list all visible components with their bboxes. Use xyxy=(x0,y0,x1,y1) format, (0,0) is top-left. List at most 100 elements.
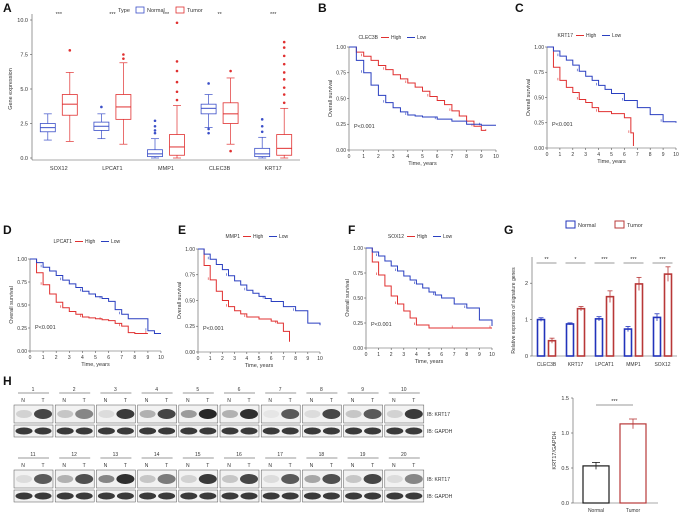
outlier-point xyxy=(229,69,232,73)
y-tick-label: 0.75 xyxy=(534,70,544,76)
lane-n-label: N xyxy=(145,398,149,404)
band-gapdh-tumor xyxy=(405,427,423,435)
outlier-point xyxy=(282,78,286,81)
x-tick-label: 0 xyxy=(197,356,200,362)
band-krt17-tumor xyxy=(240,409,258,419)
lane-number: 6 xyxy=(238,387,241,393)
band-krt17-normal xyxy=(16,475,32,483)
legend-swatch-tumor xyxy=(614,220,625,229)
x-tick-label: MMP1 xyxy=(158,166,174,172)
bar-normal xyxy=(565,323,575,357)
band-krt17-normal xyxy=(345,475,362,483)
x-tick-label: SOX12 xyxy=(50,166,68,172)
band-gapdh-normal xyxy=(56,427,74,435)
y-tick-label: 0.50 xyxy=(353,296,363,302)
x-tick-label: 8 xyxy=(649,152,652,158)
y-tick-label: 0.50 xyxy=(185,298,195,304)
y-tick-label: 7.5 xyxy=(20,53,28,59)
lane-n-label: N xyxy=(351,463,355,469)
band-krt17-tumor xyxy=(157,474,176,484)
x-tick-label: 4 xyxy=(415,352,418,358)
y-axis-label: Overall survival xyxy=(328,80,334,118)
band-krt17-normal xyxy=(16,410,32,418)
panel-label-c: C xyxy=(515,1,524,15)
lane-number: 2 xyxy=(73,387,76,393)
lane-t-label: T xyxy=(371,398,374,404)
box-tumor xyxy=(276,134,293,156)
x-tick-label: 5 xyxy=(610,152,613,158)
band-krt17-tumor xyxy=(281,474,300,484)
significance-label: ** xyxy=(544,257,549,263)
y-tick-label: 5.0 xyxy=(20,87,28,93)
y-tick-label: 0.75 xyxy=(17,280,27,286)
y-tick-label: 1.0 xyxy=(561,431,569,437)
lane-n-label: N xyxy=(268,463,272,469)
legend-swatch-tumor xyxy=(175,6,185,14)
x-axis-label: Time, years xyxy=(81,362,110,368)
lane-n-label: N xyxy=(227,463,231,469)
x-tick-label: 2 xyxy=(55,355,58,361)
x-tick-label: 6 xyxy=(270,356,273,362)
band-gapdh-normal xyxy=(221,427,239,435)
band-gapdh-normal xyxy=(139,492,157,500)
lane-number: 17 xyxy=(277,452,283,458)
lane-n-label: N xyxy=(21,398,25,404)
band-krt17-normal xyxy=(139,475,156,483)
box-normal xyxy=(147,149,163,158)
x-tick-label: 0 xyxy=(365,352,368,358)
legend-label-tumor: Tumor xyxy=(187,8,203,14)
lane-number: 19 xyxy=(360,452,366,458)
band-gapdh-tumor xyxy=(281,427,299,435)
legend-title: Type xyxy=(118,8,130,14)
x-tick-label: CLEC3B xyxy=(209,166,231,172)
survival-curve-low xyxy=(198,248,321,326)
survival-curve-high xyxy=(547,46,634,146)
y-axis-label: Relative expression of signature genes xyxy=(511,267,517,354)
lane-t-label: T xyxy=(83,398,86,404)
bar-normal xyxy=(536,318,546,357)
lane-number: 3 xyxy=(114,387,117,393)
legend-label-low: Low xyxy=(279,234,289,240)
x-tick-label: 3 xyxy=(68,355,71,361)
survival-curve-low xyxy=(349,46,496,126)
lane-t-label: T xyxy=(41,398,44,404)
x-tick-label: 4 xyxy=(81,355,84,361)
box-tumor xyxy=(222,102,239,124)
outlier-point xyxy=(122,53,125,56)
lane-number: 1 xyxy=(32,387,35,393)
x-tick-label: LPCAT1 xyxy=(102,166,122,172)
panel-g-barchart: 0 1 2 Relative expression of signature gene… xyxy=(511,220,677,368)
lane-number: 15 xyxy=(195,452,201,458)
band-gapdh-tumor xyxy=(116,427,134,435)
y-tick-label: 0.25 xyxy=(336,122,346,128)
lane-n-label: N xyxy=(392,463,396,469)
band-gapdh-normal xyxy=(15,492,33,500)
x-tick-label: 10 xyxy=(489,352,495,358)
lane-n-label: N xyxy=(145,463,149,469)
x-tick-label: 5 xyxy=(421,154,424,160)
panel-d-km: 0.00 0.25 0.50 0.75 1.00 0 1 2 3 4 5 6 7 8 9 10 Time, ye… xyxy=(9,239,164,368)
band-krt17-normal xyxy=(57,410,74,418)
survival-curve-low xyxy=(366,247,493,326)
band-krt17-normal xyxy=(98,410,115,418)
band-krt17-tumor xyxy=(404,409,423,419)
x-tick-label: SOX12 xyxy=(654,362,670,368)
outlier-point xyxy=(175,60,179,63)
lane-n-label: N xyxy=(268,398,272,404)
outlier-point xyxy=(153,119,157,123)
survival-curve-low xyxy=(30,258,161,335)
lane-number: 10 xyxy=(401,387,407,393)
band-krt17-normal xyxy=(263,475,280,483)
lane-number: 5 xyxy=(196,387,199,393)
x-tick-label: 3 xyxy=(584,152,587,158)
x-tick-label: 2 xyxy=(377,154,380,160)
legend-gene: SOX12 xyxy=(388,234,404,240)
x-tick-label: 0 xyxy=(348,154,351,160)
x-axis-label: Time, years xyxy=(415,359,444,365)
lane-n-label: N xyxy=(104,398,108,404)
x-tick-label: 10 xyxy=(673,152,679,158)
y-axis-label: Overall survival xyxy=(526,79,532,117)
band-krt17-tumor xyxy=(34,474,52,484)
panel-c-km: 0.00 0.25 0.50 0.75 1.00 0 1 2 3 4 5 6 7 8 9 10 Time, ye… xyxy=(526,33,679,165)
